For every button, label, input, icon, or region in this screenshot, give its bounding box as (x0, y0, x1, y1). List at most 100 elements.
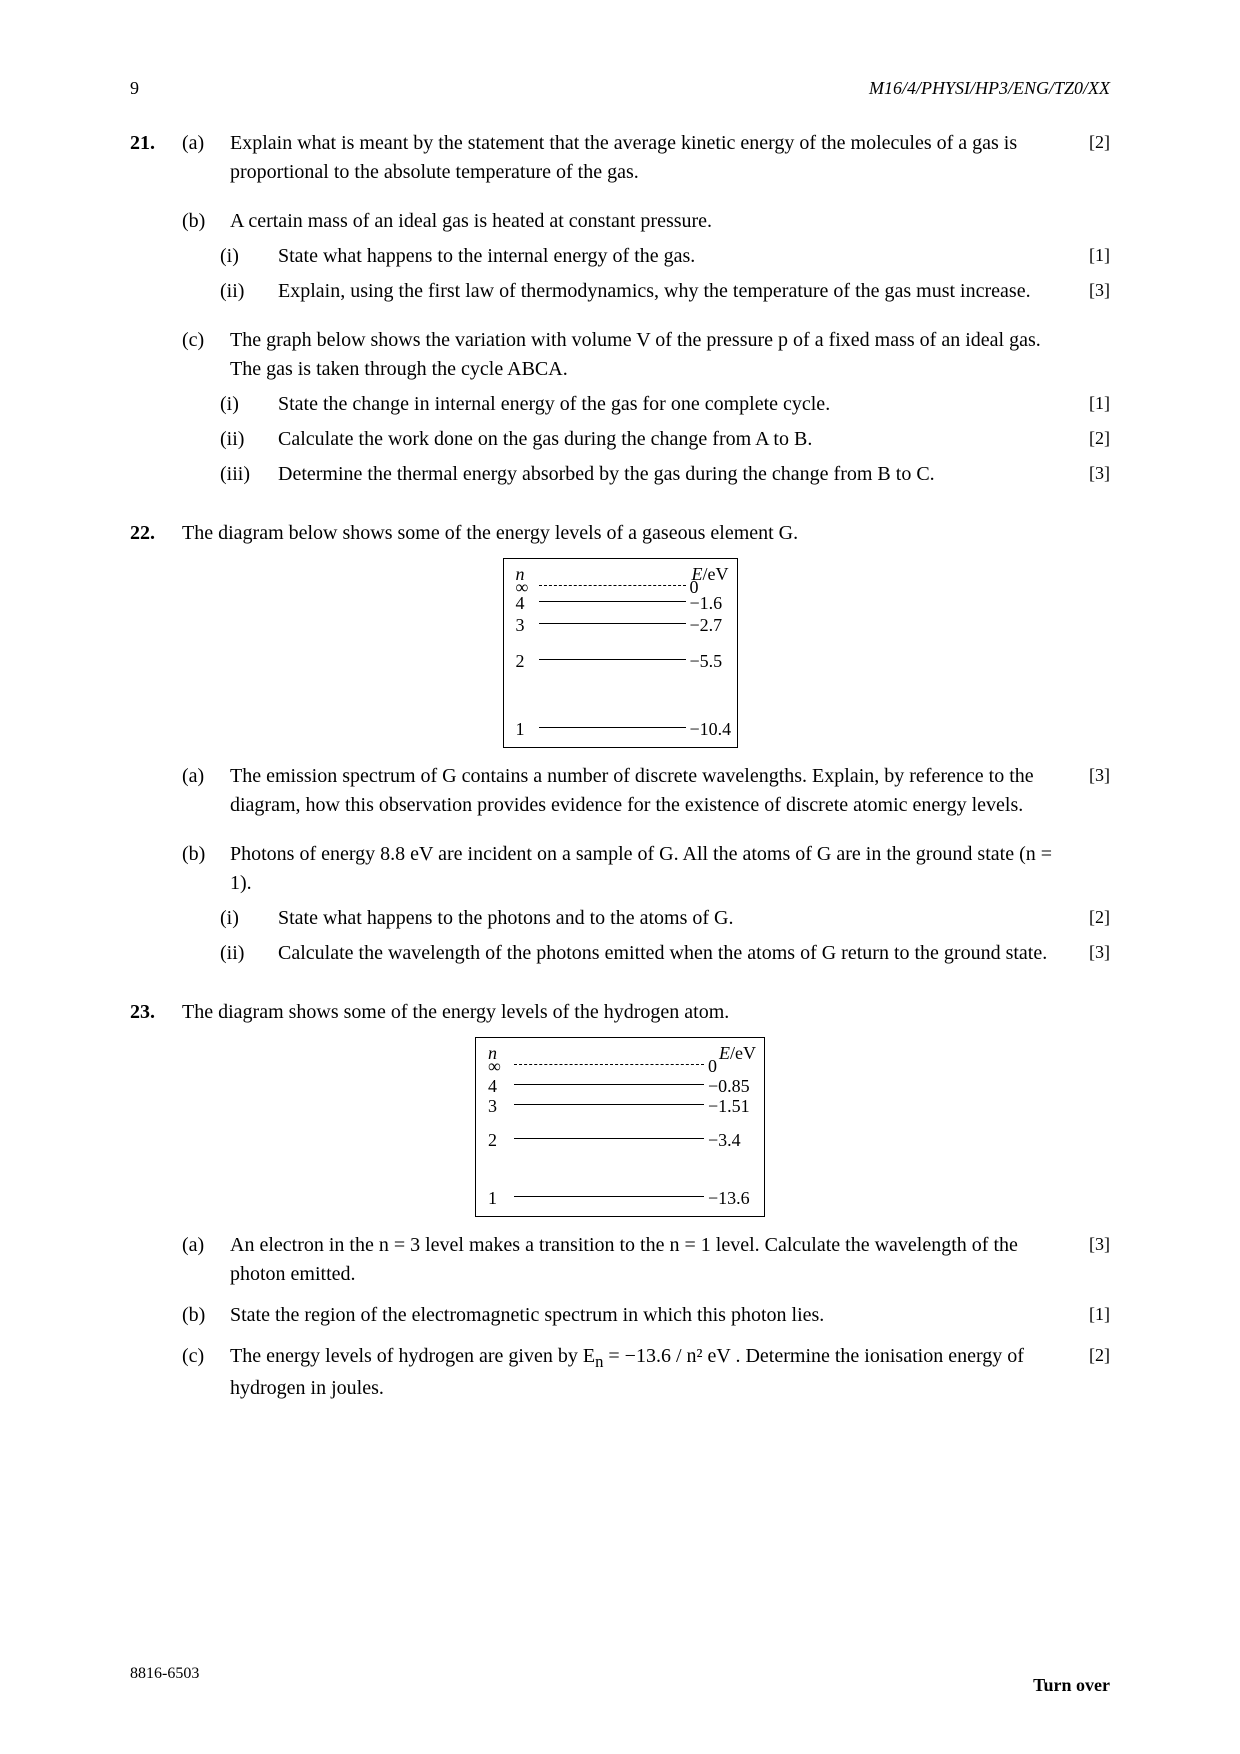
page-footer: 8816-6503 Turn over (130, 1662, 1110, 1698)
q22b-i-marks: [2] (1074, 904, 1110, 930)
q22: 22. The diagram below shows some of the … (130, 519, 1110, 548)
q22-number: 22. (130, 519, 172, 548)
q23c-marks: [2] (1074, 1342, 1110, 1368)
q23c-prefix: The energy levels of hydrogen are given … (230, 1345, 583, 1367)
q22b-ii-label: (ii) (220, 939, 268, 968)
q21b-i-text: State what happens to the internal energ… (278, 242, 1064, 271)
q22a-label: (a) (182, 762, 220, 791)
q23c: (c) The energy levels of hydrogen are gi… (130, 1342, 1110, 1403)
q22b-i-text: State what happens to the photons and to… (278, 904, 1064, 933)
energy-level-n: 1 (488, 1185, 497, 1211)
q22b-ii: (ii) Calculate the wavelength of the pho… (130, 939, 1110, 968)
q21c-i-label: (i) (220, 390, 268, 419)
q21c-iii-marks: [3] (1074, 460, 1110, 486)
q23-diagram-wrap: nE/eV∞04−0.853−1.512−3.41−13.6 (130, 1037, 1110, 1217)
q22a-marks: [3] (1074, 762, 1110, 788)
q22-energy-level-diagram: nE/eV∞04−1.63−2.72−5.51−10.4 (503, 558, 738, 748)
footer-left: 8816-6503 (130, 1662, 199, 1698)
q23a-marks: [3] (1074, 1231, 1110, 1257)
q21c-i-marks: [1] (1074, 390, 1110, 416)
q21c-ii-text: Calculate the work done on the gas durin… (278, 425, 1064, 454)
q23a: (a) An electron in the n = 3 level makes… (130, 1231, 1110, 1289)
paper-code: M16/4/PHYSI/HP3/ENG/TZ0/XX (869, 75, 1110, 101)
energy-level-value: −13.6 (708, 1185, 750, 1211)
energy-level-line (539, 585, 686, 586)
page-number: 9 (130, 75, 139, 101)
q23c-label: (c) (182, 1342, 220, 1371)
energy-level-line (539, 659, 686, 660)
q23b: (b) State the region of the electromagne… (130, 1301, 1110, 1330)
q23c-formula: En = −13.6 / n² eV (583, 1345, 731, 1367)
q21b-ii-marks: [3] (1074, 277, 1110, 303)
q22b-i-label: (i) (220, 904, 268, 933)
q21b-i: (i) State what happens to the internal e… (130, 242, 1110, 271)
page-header: 9 M16/4/PHYSI/HP3/ENG/TZ0/XX (130, 75, 1110, 101)
footer-center (199, 1662, 1033, 1698)
energy-level-line (514, 1084, 704, 1085)
q21a-text: Explain what is meant by the statement t… (230, 129, 1064, 187)
q22a-text: The emission spectrum of G contains a nu… (230, 762, 1064, 820)
q23c-text: The energy levels of hydrogen are given … (230, 1342, 1064, 1403)
q21c-ii-marks: [2] (1074, 425, 1110, 451)
energy-level-line (514, 1196, 704, 1197)
q23a-text: An electron in the n = 3 level makes a t… (230, 1231, 1064, 1289)
q21c-ii: (ii) Calculate the work done on the gas … (130, 425, 1110, 454)
q22b-i: (i) State what happens to the photons an… (130, 904, 1110, 933)
q21b-label: (b) (182, 207, 220, 236)
q21c-iii-label: (iii) (220, 460, 268, 489)
q21a-marks: [2] (1074, 129, 1110, 155)
q23-number: 23. (130, 998, 172, 1027)
energy-level-line (514, 1138, 704, 1139)
q21b-ii-label: (ii) (220, 277, 268, 306)
energy-level-n: 3 (488, 1093, 497, 1119)
q21b-i-marks: [1] (1074, 242, 1110, 268)
q21c-intro: The graph below shows the variation with… (230, 326, 1064, 384)
q21a-label: (a) (182, 129, 220, 158)
q22b-ii-text: Calculate the wavelength of the photons … (278, 939, 1064, 968)
q21c-i: (i) State the change in internal energy … (130, 390, 1110, 419)
q21c-iii-text: Determine the thermal energy absorbed by… (278, 460, 1064, 489)
q21b-intro: A certain mass of an ideal gas is heated… (230, 207, 1064, 236)
q22a: (a) The emission spectrum of G contains … (130, 762, 1110, 820)
q21: 21. (a) Explain what is meant by the sta… (130, 129, 1110, 187)
q23b-text: State the region of the electromagnetic … (230, 1301, 1064, 1330)
q23a-label: (a) (182, 1231, 220, 1260)
q21c: (c) The graph below shows the variation … (130, 326, 1110, 384)
energy-level-value: −3.4 (708, 1127, 741, 1153)
q23b-marks: [1] (1074, 1301, 1110, 1327)
q21c-ii-label: (ii) (220, 425, 268, 454)
diagram-header-e: E/eV (719, 1040, 756, 1066)
q22-intro: The diagram below shows some of the ener… (182, 519, 1064, 548)
q22b-ii-marks: [3] (1074, 939, 1110, 965)
q23-intro: The diagram shows some of the energy lev… (182, 998, 1064, 1027)
q22b-intro: Photons of energy 8.8 eV are incident on… (230, 843, 1052, 894)
energy-level-value: −10.4 (690, 716, 732, 742)
q21-number: 21. (130, 129, 172, 158)
q21c-iii: (iii) Determine the thermal energy absor… (130, 460, 1110, 489)
q21b: (b) A certain mass of an ideal gas is he… (130, 207, 1110, 236)
energy-level-value: −2.7 (690, 612, 723, 638)
energy-level-value: −1.51 (708, 1093, 750, 1119)
footer-right: Turn over (1033, 1672, 1110, 1698)
energy-level-line (514, 1104, 704, 1105)
energy-level-line (539, 601, 686, 602)
q21c-label: (c) (182, 326, 220, 355)
energy-level-line (539, 623, 686, 624)
q22b: (b) Photons of energy 8.8 eV are inciden… (130, 840, 1110, 898)
q23b-label: (b) (182, 1301, 220, 1330)
energy-level-n: 3 (516, 612, 525, 638)
q23: 23. The diagram shows some of the energy… (130, 998, 1110, 1027)
q22-diagram-wrap: nE/eV∞04−1.63−2.72−5.51−10.4 (130, 558, 1110, 748)
energy-level-value: −5.5 (690, 648, 723, 674)
energy-level-line (539, 727, 686, 728)
q21b-i-label: (i) (220, 242, 268, 271)
q21b-ii-text: Explain, using the first law of thermody… (278, 277, 1064, 306)
q23-energy-level-diagram: nE/eV∞04−0.853−1.512−3.41−13.6 (475, 1037, 765, 1217)
energy-level-n: 1 (516, 716, 525, 742)
energy-level-n: 2 (516, 648, 525, 674)
energy-level-n: 2 (488, 1127, 497, 1153)
energy-level-line (514, 1064, 704, 1065)
q21b-ii: (ii) Explain, using the first law of the… (130, 277, 1110, 306)
q21c-i-text: State the change in internal energy of t… (278, 390, 1064, 419)
q22b-label: (b) (182, 840, 220, 869)
